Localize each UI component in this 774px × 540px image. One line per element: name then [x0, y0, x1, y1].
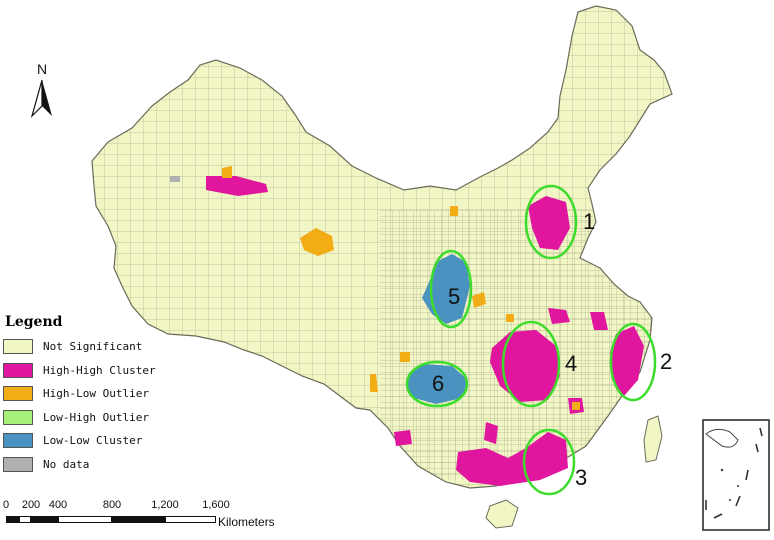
legend-label: Not Significant [43, 340, 142, 353]
legend-label: Low-Low Cluster [43, 434, 142, 447]
legend-swatch-low-high [3, 410, 33, 425]
legend-item: Low-High Outlier [3, 406, 203, 430]
no-data-region [170, 176, 180, 182]
scale-tick: 200 [22, 499, 40, 511]
cluster-label-3: 3 [575, 465, 587, 490]
legend-swatch-high-high [3, 363, 33, 378]
cluster-label-6: 6 [432, 371, 444, 396]
cluster-label-5: 5 [448, 284, 460, 309]
legend-item: No data [3, 453, 203, 477]
legend-item: High-High Cluster [3, 359, 203, 383]
legend-swatch-not-significant [3, 339, 33, 354]
scale-segment [19, 516, 31, 523]
legend-swatch-no-data [3, 457, 33, 472]
north-arrow-icon [42, 80, 52, 116]
north-arrow: N [32, 61, 52, 116]
scale-bar: 0 200 400 800 1,200 1,600 Kilometers [0, 499, 300, 535]
cluster-label-1: 1 [583, 209, 595, 234]
scale-tick: 400 [49, 499, 67, 511]
cluster-label-4: 4 [565, 351, 577, 376]
scale-units: Kilometers [218, 515, 275, 529]
scale-segment [165, 516, 216, 523]
legend-swatch-low-low [3, 433, 33, 448]
legend-item: High-Low Outlier [3, 382, 203, 406]
north-label: N [37, 61, 47, 77]
legend-label: High-Low Outlier [43, 387, 149, 400]
legend-item: Not Significant [3, 335, 203, 359]
cluster-label-2: 2 [660, 349, 672, 374]
legend-label: No data [43, 458, 89, 471]
legend-title: Legend [5, 314, 203, 330]
scale-tick: 1,600 [202, 499, 230, 511]
scale-segment [112, 516, 165, 523]
map-legend: Legend Not Significant High-High Cluster… [3, 314, 203, 476]
scale-tick: 800 [103, 499, 121, 511]
scale-tick: 1,200 [151, 499, 179, 511]
legend-item: Low-Low Cluster [3, 429, 203, 453]
scale-segment [58, 516, 112, 523]
taiwan-island [644, 416, 662, 462]
scale-segment [6, 516, 19, 523]
legend-swatch-high-low [3, 386, 33, 401]
scale-segment [31, 516, 58, 523]
south-china-sea-inset [703, 420, 769, 530]
legend-label: High-High Cluster [43, 364, 156, 377]
scale-tick: 0 [3, 499, 9, 511]
legend-label: Low-High Outlier [43, 411, 149, 424]
hainan-island [486, 500, 518, 528]
